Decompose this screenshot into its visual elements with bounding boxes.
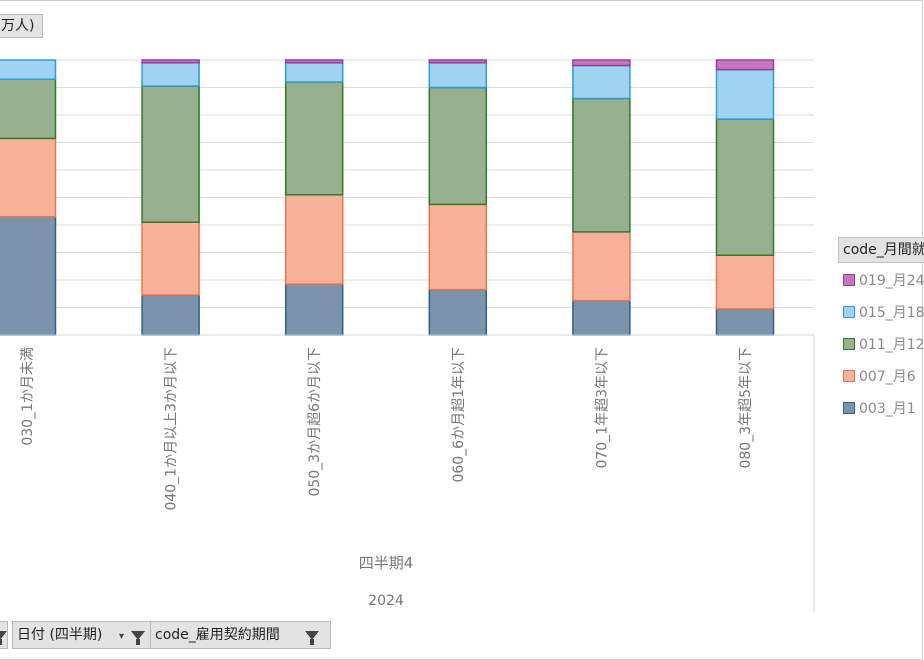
bar-segment[interactable] [715, 254, 775, 310]
bar-segment[interactable] [284, 283, 344, 336]
group-label-quarter: 四半期4 [359, 554, 414, 572]
bar-segment[interactable] [141, 294, 200, 336]
x-axis-labels: 030_1か月未満 040_1か月以上3か月以下 050_3か月超6か月以下 060_… [20, 347, 754, 511]
legend-swatch [843, 274, 855, 286]
filter-funnel-icon [305, 631, 319, 645]
bar-segment[interactable] [715, 68, 775, 120]
bar-segment[interactable] [428, 62, 488, 89]
gridlines [0, 59, 814, 336]
dropdown-icon: ▾ [119, 631, 125, 642]
bar-segment[interactable] [428, 288, 488, 336]
filter-label: 日付 (四半期) [17, 627, 103, 643]
legend-swatch [843, 338, 855, 350]
y-field-button[interactable]: 万人) [0, 14, 44, 38]
bar-segment[interactable] [572, 231, 631, 302]
filter-button-date-quarter[interactable]: 日付 (四半期) ▾ [12, 621, 152, 649]
legend-label: 003_月1 [859, 401, 916, 417]
legend-label: 019_月24 [859, 273, 924, 289]
bar-segment[interactable] [141, 62, 200, 87]
x-tick-label: 060_6か月超1年以下 [451, 347, 467, 483]
legend-swatch [843, 402, 855, 414]
bar-segment[interactable] [0, 78, 57, 140]
bar-segment[interactable] [0, 137, 57, 218]
legend-item[interactable]: 015_月18 [843, 302, 924, 321]
legend-title[interactable]: code_月間就 [838, 237, 924, 263]
bar-segment[interactable] [572, 59, 631, 67]
bar-segment[interactable] [284, 81, 344, 196]
bar-segment[interactable] [141, 59, 200, 64]
legend-item[interactable]: 011_月12 [843, 334, 924, 353]
bar-segment[interactable] [715, 59, 775, 71]
x-tick-label: 080_3年超5年以下 [738, 347, 754, 469]
legend-item[interactable]: 003_月1 [843, 398, 916, 417]
group-label-year: 2024 [368, 593, 404, 609]
legend-label: 011_月12 [859, 337, 924, 353]
bar-segment[interactable] [572, 97, 631, 233]
bar-segment[interactable] [0, 216, 57, 336]
legend-item[interactable]: 019_月24 [843, 270, 924, 289]
bar-segment[interactable] [715, 308, 775, 336]
bar-segment[interactable] [428, 203, 488, 291]
filter-button-contract-period[interactable]: code_雇用契約期間 [150, 621, 331, 649]
x-tick-label: 070_1年超3年以下 [594, 347, 610, 469]
bar-segment[interactable] [284, 194, 344, 285]
bar-segment[interactable] [428, 59, 488, 64]
bar-segment[interactable] [715, 118, 775, 256]
bar-segment[interactable] [284, 59, 344, 64]
bar-segment[interactable] [572, 64, 631, 100]
bars [0, 59, 775, 336]
x-tick-label: 030_1か月未満 [20, 347, 36, 446]
legend-label: 015_月18 [859, 305, 924, 321]
x-tick-label: 050_3か月超6か月以下 [307, 347, 323, 497]
filter-button-partial[interactable] [0, 621, 8, 649]
legend-item[interactable]: 007_月6 [843, 366, 916, 385]
bar-segment[interactable] [141, 221, 200, 296]
bar-segment[interactable] [141, 85, 200, 223]
bar-segment[interactable] [572, 299, 631, 336]
x-tick-label: 040_1か月以上3か月以下 [164, 347, 180, 511]
legend-label: 007_月6 [859, 369, 916, 385]
legend-swatch [843, 306, 855, 318]
legend-swatch [843, 370, 855, 382]
bar-segment[interactable] [284, 62, 344, 83]
filter-funnel-icon [131, 631, 145, 645]
filter-label: code_雇用契約期間 [155, 627, 280, 643]
bar-segment[interactable] [0, 59, 57, 80]
bar-segment[interactable] [428, 86, 488, 206]
